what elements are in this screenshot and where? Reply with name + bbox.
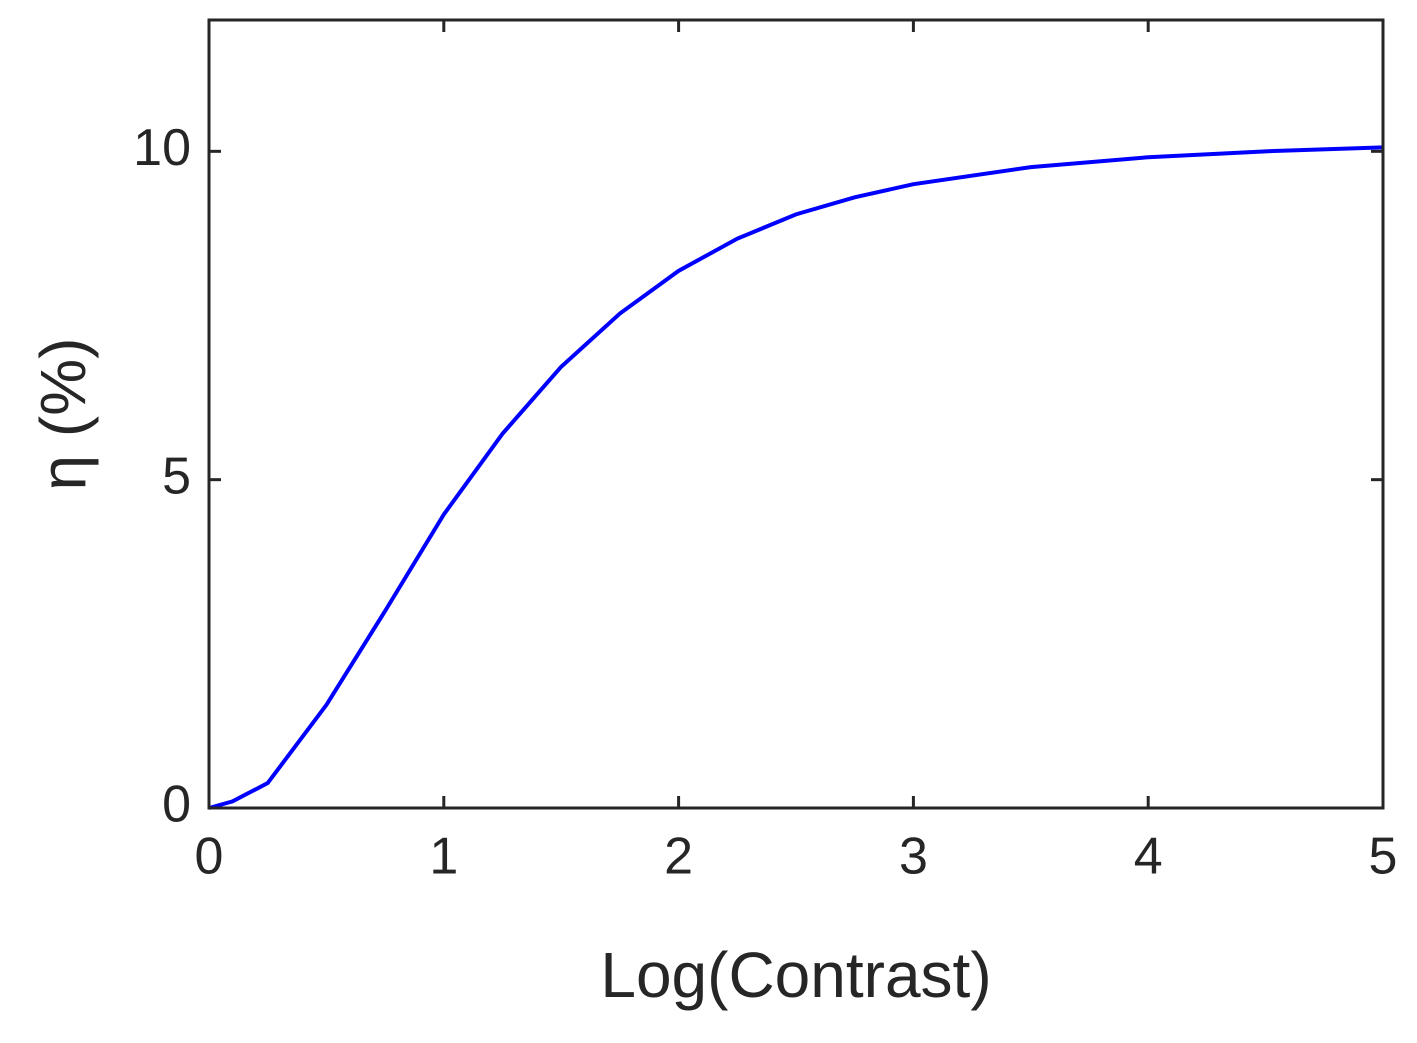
x-axis-label: Log(Contrast) [600, 939, 991, 1011]
y-tick-label: 5 [162, 447, 191, 505]
series-line [208, 145, 1384, 810]
x-tick-label: 0 [195, 828, 224, 886]
x-tick-label: 2 [664, 828, 693, 886]
x-tick-label: 4 [1134, 828, 1163, 886]
y-axis-label: η (%) [27, 338, 99, 491]
plot-frame [207, 18, 1385, 810]
y-tick-label: 10 [133, 119, 191, 177]
x-tick-label: 3 [899, 828, 928, 886]
y-tick-label: 0 [162, 776, 191, 834]
x-tick-label: 1 [429, 828, 458, 886]
x-tick-label: 5 [1369, 828, 1398, 886]
